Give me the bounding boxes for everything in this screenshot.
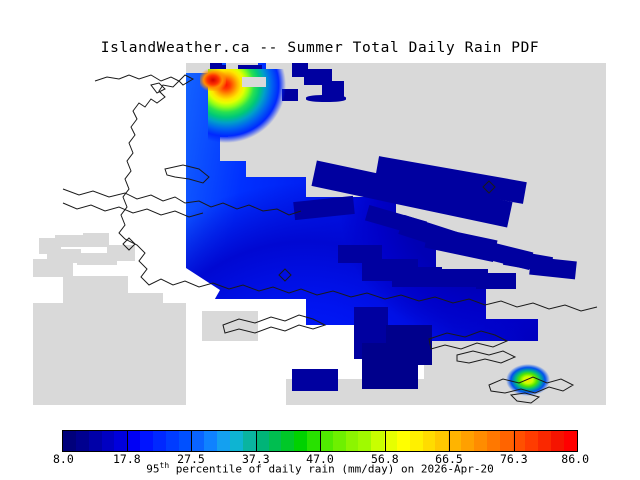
caption-superscript: th [159,461,170,470]
colorbar-tick-label-8: 86.0 [561,452,589,466]
colorbar-swatch-34 [499,431,513,451]
colorbar-swatch-38 [551,431,564,451]
colorbar-swatch-9 [178,431,192,451]
colorbar-swatch-23 [358,431,372,451]
land-islet-7 [33,259,73,277]
colorbar-tick-1 [126,430,128,452]
colorbar-tick-label-4: 47.0 [306,452,334,466]
colorbar-swatch-20 [319,431,333,451]
colorbar-tick-labels: 8.0 17.8 27.5 37.3 47.0 56.8 66.5 76.3 86.0 [0,452,640,466]
colorbar-swatch-5 [127,431,141,451]
colorbar-swatch-21 [332,431,346,451]
colorbar-tick-label-3: 37.3 [241,452,270,466]
colorbar-swatch-22 [345,431,359,451]
colorbar-swatch-6 [140,431,153,451]
coastline-layer [33,63,606,405]
colorbar-swatch-16 [268,431,282,451]
colorbar-swatch-36 [525,431,539,451]
colorbar[interactable] [62,430,578,452]
colorbar-swatch-1 [75,431,89,451]
colorbar-swatch-4 [114,431,128,451]
colorbar-swatches[interactable] [62,430,578,452]
colorbar-swatch-10 [191,431,205,451]
colorbar-swatch-24 [371,431,385,451]
water-navy-southeast-basin2 [386,325,432,365]
colorbar-swatch-27 [409,431,423,451]
colorbar-swatch-25 [384,431,397,451]
rain-max-northwest-core [200,69,226,91]
colorbar-caption: 95th percentile of daily rain (mm/day) o… [0,461,640,476]
colorbar-swatch-12 [217,431,230,451]
colorbar-swatch-13 [229,431,243,451]
colorbar-tick-label-0: 8.0 [53,452,74,466]
colorbar-tick-7 [513,430,515,452]
colorbar-swatch-37 [538,431,552,451]
colorbar-swatch-17 [281,431,295,451]
colorbar-swatch-30 [448,431,462,451]
colorbar-tick-label-1: 17.8 [112,452,141,466]
water-navy-inlet-a [338,245,382,263]
water-navy-inlet-c [392,267,442,287]
colorbar-tick-3 [255,430,257,452]
colorbar-swatch-33 [486,431,500,451]
colorbar-tick-label-5: 56.8 [370,452,399,466]
colorbar-swatch-11 [204,431,218,451]
colorbar-swatch-7 [152,431,166,451]
colorbar-tick-6 [449,430,450,452]
colorbar-swatch-39 [563,431,577,451]
colorbar-swatch-29 [435,431,449,451]
model-data-domain [186,63,606,405]
landmask-hot-edge-1 [226,63,234,69]
colorbar-swatch-32 [474,431,487,451]
page-title: IslandWeather.ca -- Summer Total Daily R… [100,40,540,56]
landmask-nw-tip [186,63,220,73]
colorbar-swatch-0 [63,431,76,451]
colorbar-swatch-28 [422,431,436,451]
colorbar-swatch-8 [165,431,179,451]
colorbar-swatch-19 [307,431,320,451]
colorbar-swatch-26 [396,431,410,451]
colorbar-swatch-2 [88,431,102,451]
rainfall-contour-map[interactable] [33,63,606,405]
colorbar-swatch-14 [242,431,256,451]
colorbar-tick-label-7: 76.3 [499,452,528,466]
landmask-hot-edge-2 [242,77,266,87]
water-navy-inlet-e [476,273,516,289]
colorbar-swatch-3 [101,431,115,451]
colorbar-tick-4 [320,430,321,452]
colorbar-swatch-35 [512,431,526,451]
colorbar-tick-2 [191,430,192,452]
rain-max-northwest [208,69,328,189]
caption-prefix: 95 [146,462,160,476]
colorbar-swatch-15 [255,431,269,451]
land-islet-2 [55,235,85,247]
land-islet-3 [83,233,109,247]
colorbar-tick-label-6: 66.5 [435,452,463,466]
colorbar-swatch-18 [294,431,308,451]
caption-rest: percentile of daily rain (mm/day) on 202… [169,462,494,476]
water-navy-south-inlet [292,369,338,391]
landmask-sw-1 [202,311,258,341]
colorbar-tick-label-2: 27.5 [177,452,205,466]
colorbar-tick-5 [384,430,386,452]
colorbar-swatch-31 [461,431,474,451]
